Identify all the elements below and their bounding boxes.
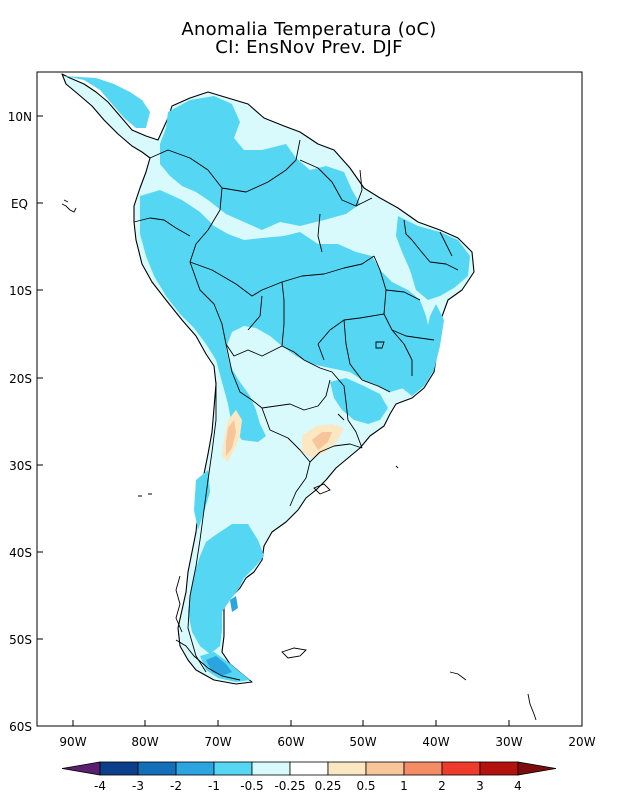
anomaly-positive-regions — [222, 410, 344, 462]
colorbar-swatch — [403, 761, 443, 776]
lon-labels: 90W 80W 70W 60W 50W 40W 30W 20W — [59, 735, 595, 749]
colorbar-tick-label: 0.25 — [315, 779, 342, 793]
lat-label-eq: EQ — [11, 197, 28, 211]
colorbar-tick-label: 2 — [438, 779, 446, 793]
colorbar-tick-label: -0.5 — [240, 779, 263, 793]
colorbar-swatch — [479, 761, 519, 776]
colorbar-swatch — [327, 761, 367, 776]
colorbar-tick-label: -0.25 — [274, 779, 305, 793]
lon-label-30w: 30W — [495, 735, 522, 749]
lat-label-10n: 10N — [8, 110, 32, 124]
lon-label-20w: 20W — [568, 735, 595, 749]
lon-label-60w: 60W — [277, 735, 304, 749]
map-subtitle: CI: EnsNov Prev. DJF — [215, 37, 403, 58]
colorbar-swatch — [289, 761, 329, 776]
colorbar-tick-label: 3 — [476, 779, 484, 793]
south-america-landmass — [61, 73, 537, 721]
colorbar-swatch — [365, 761, 405, 776]
colorbar-arrow-right — [517, 761, 557, 776]
colorbar-tick-label: -2 — [170, 779, 182, 793]
country-borders — [133, 139, 459, 673]
lat-labels: 10N EQ 10S 20S 30S 40S 50S 60S — [8, 110, 32, 734]
colorbar-swatch — [441, 761, 481, 776]
lon-label-40w: 40W — [422, 735, 449, 749]
lon-label-50w: 50W — [349, 735, 376, 749]
lon-label-90w: 90W — [59, 735, 86, 749]
colorbar-tick-label: -4 — [94, 779, 106, 793]
lat-label-40s: 40S — [9, 546, 32, 560]
colorbar-swatch — [213, 761, 253, 776]
islands — [61, 199, 537, 721]
lat-label-10s: 10S — [9, 284, 32, 298]
colorbar-arrow-left — [61, 761, 101, 776]
lat-label-50s: 50S — [9, 633, 32, 647]
anomaly-minus-1-regions — [64, 76, 470, 682]
lat-ticks — [37, 115, 43, 727]
lat-label-60s: 60S — [9, 720, 32, 734]
colorbar-tick-label: 0.5 — [356, 779, 375, 793]
lon-label-80w: 80W — [131, 735, 158, 749]
map-title: Anomalia Temperatura (oC) — [181, 19, 437, 40]
lat-label-30s: 30S — [9, 459, 32, 473]
lon-label-70w: 70W — [204, 735, 231, 749]
colorbar-tick-label: 1 — [400, 779, 408, 793]
colorbar-swatch — [251, 761, 291, 776]
colorbar-swatch — [99, 761, 139, 776]
colorbar-swatch — [175, 761, 215, 776]
colorbar-tick-label: 4 — [514, 779, 522, 793]
colorbar: -4 -3 -2 -1 -0.5 -0.25 0.25 0.5 1 2 3 4 — [61, 761, 557, 793]
lat-label-20s: 20S — [9, 372, 32, 386]
colorbar-tick-label: -3 — [132, 779, 144, 793]
colorbar-tick-label: -1 — [208, 779, 220, 793]
colorbar-swatch — [137, 761, 177, 776]
lon-ticks — [72, 720, 583, 726]
